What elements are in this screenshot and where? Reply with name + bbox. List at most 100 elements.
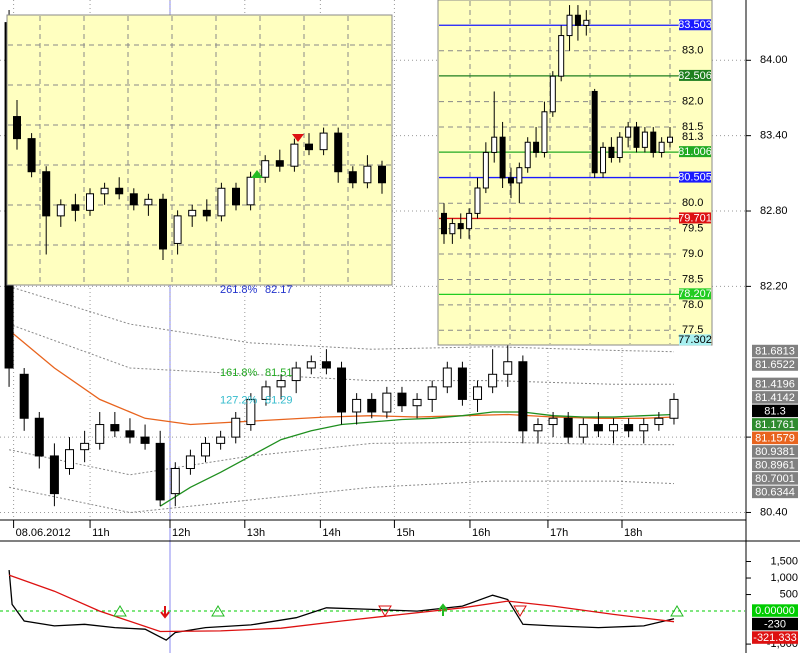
candle-body xyxy=(232,187,240,206)
candle-body xyxy=(49,455,59,495)
candle-body xyxy=(367,398,377,413)
candle-body xyxy=(491,136,498,153)
candle-body xyxy=(261,160,270,178)
x-tick-label: 16h xyxy=(472,527,490,539)
indicator-line xyxy=(8,285,675,353)
candle-body xyxy=(457,367,467,400)
candle-body xyxy=(173,215,182,244)
x-tick-label: 17h xyxy=(550,527,568,539)
candle-body xyxy=(188,209,197,217)
candle-body xyxy=(261,386,271,400)
candle-body xyxy=(442,367,452,388)
candle-body xyxy=(352,398,362,413)
candle-body xyxy=(65,449,75,470)
price-tag-label: 77.302 xyxy=(678,334,712,346)
candle-body xyxy=(246,176,255,206)
signal-triangle xyxy=(670,605,684,617)
fib-price: 82.17 xyxy=(265,284,293,296)
price-tag-label: 79.701 xyxy=(678,212,712,224)
fib-price: 81.51 xyxy=(265,367,293,379)
candle-body xyxy=(125,430,135,438)
candle-body xyxy=(80,442,90,451)
candle-body xyxy=(558,35,565,77)
candle-body xyxy=(185,455,195,470)
price-tag xyxy=(679,69,711,81)
indicator-line xyxy=(8,570,675,641)
y-tick-label: 77.5 xyxy=(682,324,703,336)
candle-body xyxy=(609,424,619,432)
candle-body xyxy=(633,126,640,148)
candle-body xyxy=(427,386,437,400)
price-tag xyxy=(752,604,798,617)
candle-body xyxy=(115,187,124,195)
candle-body xyxy=(591,90,598,174)
price-tag-label: 81.006 xyxy=(678,146,712,158)
price-tag xyxy=(679,212,711,224)
y-tick-label: 78.0 xyxy=(682,299,703,311)
price-tag-label: 0.00000 xyxy=(755,605,795,617)
indicator-line xyxy=(8,329,675,426)
candle-body xyxy=(639,424,649,432)
price-tag-label: 80.7001 xyxy=(755,473,795,485)
candle-body xyxy=(95,424,105,444)
price-tag-label: 80.505 xyxy=(678,171,712,183)
price-tag xyxy=(679,19,711,31)
price-tag xyxy=(752,344,798,358)
y-tick-label: 500 xyxy=(780,588,798,600)
candle-body xyxy=(482,151,489,189)
candle-body xyxy=(548,417,558,426)
candle-body xyxy=(669,398,679,419)
price-tag-label: 78.207 xyxy=(678,288,712,300)
price-tag-label: -230 xyxy=(764,618,786,630)
candle-body xyxy=(110,424,120,432)
candle-body xyxy=(19,373,29,419)
x-tick-label: 08.06.2012 xyxy=(16,527,71,539)
candle-body xyxy=(246,398,256,426)
candle-body xyxy=(275,160,284,167)
price-tag-label: 81.6522 xyxy=(755,359,795,371)
candle-body xyxy=(202,209,211,217)
inset-background xyxy=(6,14,393,286)
price-tag xyxy=(679,171,711,183)
signal-triangle xyxy=(113,605,127,617)
price-tag xyxy=(752,418,798,431)
y-tick-label: 80.40 xyxy=(760,506,788,518)
candle-body xyxy=(466,212,473,230)
candle-body xyxy=(334,132,343,173)
x-tick-label: 18h xyxy=(624,527,642,539)
candle-body xyxy=(474,187,481,214)
signal-markers xyxy=(113,134,684,619)
y-tick-label: 1,000 xyxy=(770,572,798,584)
signal-arrow xyxy=(438,603,448,616)
y-tick-label: 80.0 xyxy=(682,197,703,209)
y-tick-label: 82.20 xyxy=(760,280,788,292)
candle-body xyxy=(441,212,447,235)
candle-body xyxy=(71,204,80,211)
sell-arrow xyxy=(292,134,304,142)
candle-body xyxy=(541,111,548,153)
price-tag-label: -321.333 xyxy=(753,632,796,644)
candle-body xyxy=(518,361,528,432)
buy-arrow xyxy=(251,170,263,178)
price-tag-label: 83.503 xyxy=(678,19,712,31)
price-tag-label: 81.3 xyxy=(764,405,785,417)
price-tag-label: 81.4196 xyxy=(755,378,795,390)
candle-body xyxy=(216,436,226,444)
candle-body xyxy=(27,138,36,173)
candle-body xyxy=(593,424,603,432)
candle-body xyxy=(624,424,634,432)
candle-body xyxy=(457,223,464,230)
y-tick-label: 83.0 xyxy=(682,45,703,57)
price-tag xyxy=(679,288,711,300)
price-tag xyxy=(752,445,798,458)
y-tick-label: 78.5 xyxy=(682,273,703,285)
candle-body xyxy=(608,146,615,159)
candle-body xyxy=(499,136,506,179)
candle-body xyxy=(291,367,301,382)
price-tag xyxy=(752,617,798,631)
price-tag-label: 80.8961 xyxy=(755,459,795,471)
candle-body xyxy=(276,380,286,388)
indicator-line xyxy=(8,323,674,385)
